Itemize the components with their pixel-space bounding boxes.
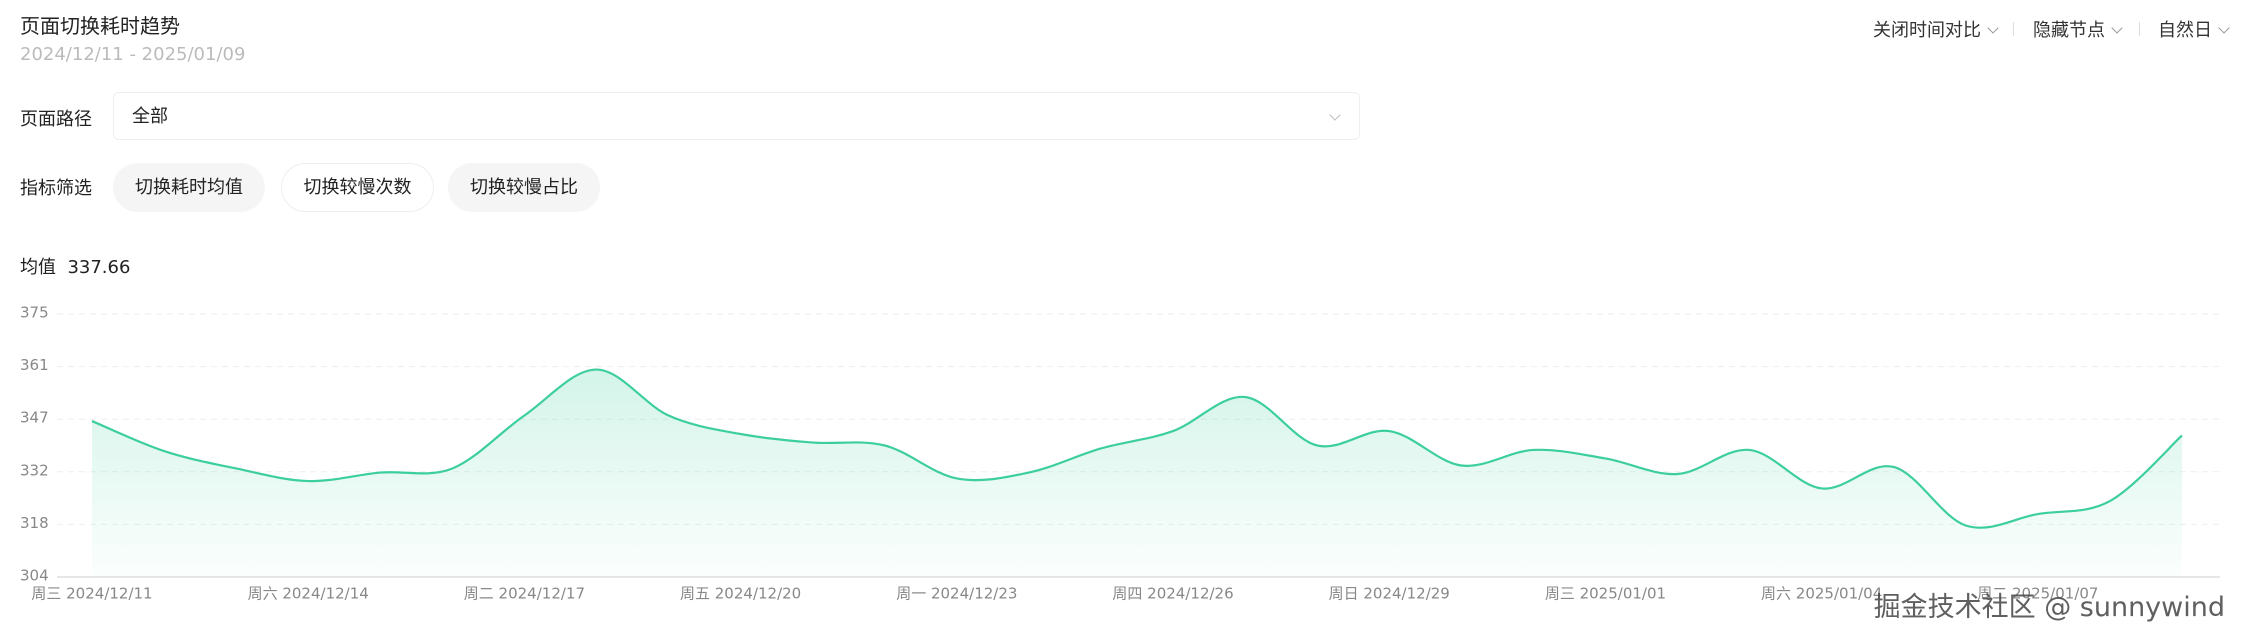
dropdown[interactable]: 自然日: [2158, 16, 2228, 42]
title: 页面切换耗时趋势: [20, 14, 180, 38]
date-range: 2024/12/11 - 2025/01/09: [20, 44, 246, 65]
separator: [2013, 22, 2014, 36]
x-tick-label: 周五 2024/12/20: [680, 585, 801, 603]
y-tick-label: 304: [20, 567, 49, 585]
watermark: 掘金技术社区 @ sunnywind: [1873, 592, 2225, 623]
line: [91, 368, 2183, 529]
x-tick-label: 周二 2024/12/17: [464, 585, 585, 603]
filter-label: 页面路径: [20, 109, 92, 130]
y-tick-label: 347: [20, 409, 49, 427]
y-tick-label: 375: [20, 304, 49, 322]
y-tick-label: 318: [20, 514, 49, 532]
path-select[interactable]: 全部: [113, 92, 1360, 140]
mean-value: 337.66: [67, 257, 131, 278]
mean: 均值 337.66: [20, 253, 130, 279]
mean-label: 均值: [20, 257, 56, 278]
metric-pill[interactable]: 切换较慢占比: [448, 163, 600, 212]
dropdown[interactable]: 隐藏节点: [2033, 16, 2121, 42]
metric-pill[interactable]: 切换耗时均值: [113, 163, 265, 212]
separator: [2139, 22, 2140, 36]
x-tick-label: 周六 2025/01/04: [1761, 585, 1882, 603]
x-tick-label: 周四 2024/12/26: [1112, 585, 1233, 603]
x-tick-label: 周三 2025/01/01: [1545, 585, 1666, 603]
x-tick-label: 周一 2024/12/23: [896, 585, 1017, 603]
y-tick-label: 361: [20, 356, 49, 374]
filter-label: 指标筛选: [20, 178, 92, 199]
area: [92, 369, 2182, 577]
x-tick-label: 周六 2024/12/14: [248, 585, 369, 603]
x-tick-label: 周三 2024/12/11: [31, 585, 152, 603]
x-tick-label: 周二 2025/01/07: [1977, 585, 2098, 603]
metric-pill[interactable]: 切换较慢次数: [281, 163, 434, 212]
y-tick-label: 332: [20, 461, 49, 479]
dropdown[interactable]: 关闭时间对比: [1873, 16, 1997, 42]
x-tick-label: 周日 2024/12/29: [1329, 585, 1450, 603]
